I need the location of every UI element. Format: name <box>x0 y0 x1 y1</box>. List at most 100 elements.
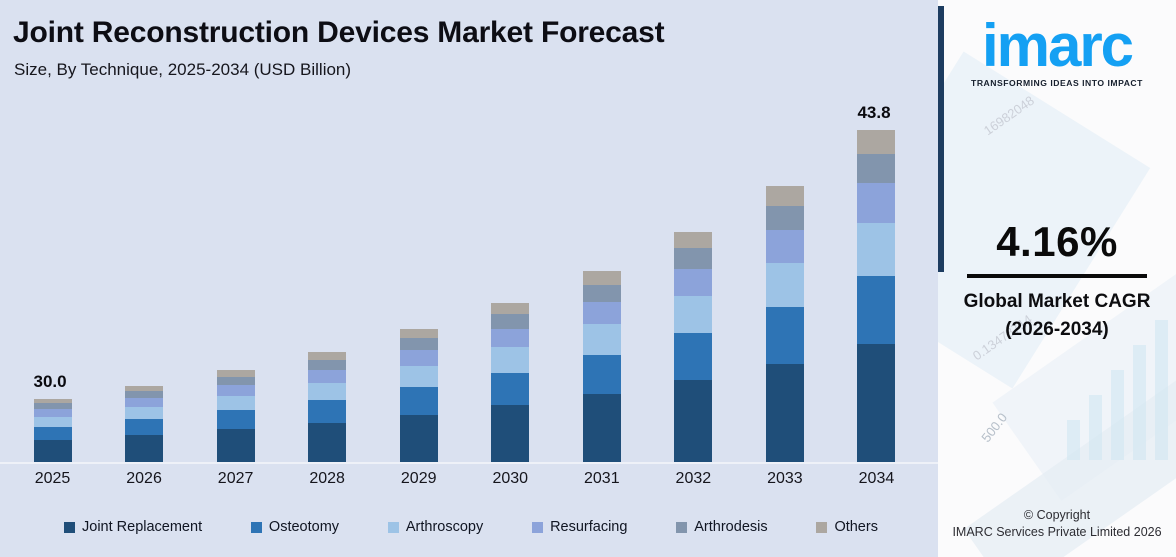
segment-arthrodesis <box>765 205 804 231</box>
segment-resurfacing <box>399 350 438 367</box>
segment-osteotomy <box>582 354 621 394</box>
divider <box>967 274 1147 278</box>
decorative-axis-number: 500.0 <box>978 410 1011 445</box>
x-tick-2025: 2025 <box>34 470 71 487</box>
value-label-2034: 43.8 <box>857 103 891 122</box>
x-tick-2030: 2030 <box>492 470 529 487</box>
x-tick-2028: 2028 <box>309 470 345 487</box>
segment-others <box>765 186 804 206</box>
segment-arthrodesis <box>125 391 164 399</box>
cagr-value: 4.16% <box>996 218 1118 265</box>
bar-2034 <box>857 130 896 462</box>
segment-osteotomy <box>674 332 713 381</box>
segment-osteotomy <box>765 307 804 364</box>
segment-osteotomy <box>308 400 347 423</box>
bar-2032 <box>674 232 713 462</box>
x-tick-2026: 2026 <box>126 470 162 487</box>
bar-2029 <box>399 329 438 462</box>
legend-swatch-icon <box>532 521 544 533</box>
copyright-line1: © Copyright <box>1023 508 1091 522</box>
legend-swatch-icon <box>64 521 75 533</box>
legend-swatch-icon <box>250 521 262 533</box>
segment-arthrodesis <box>674 248 713 270</box>
page-title: Joint Reconstruction Devices Market Fore… <box>13 16 665 49</box>
cagr-label-line2: (2026-2034) <box>1005 319 1109 340</box>
bar-2030 <box>491 303 530 462</box>
legend-label: Arthrodesis <box>694 519 768 535</box>
copyright: © Copyright IMARC Services Private Limit… <box>938 508 1176 539</box>
segment-others <box>33 399 72 404</box>
segment-arthroscopy <box>399 366 438 388</box>
segment-osteotomy <box>33 426 72 440</box>
segment-joint-replacement <box>582 393 621 462</box>
segment-others <box>216 370 255 377</box>
bar-2031 <box>582 271 621 462</box>
bar-2028 <box>308 352 347 462</box>
segment-joint-replacement <box>491 405 530 462</box>
segment-others <box>125 386 164 392</box>
legend-label: Resurfacing <box>550 519 628 535</box>
legend-item-others: Others <box>816 519 878 535</box>
segment-resurfacing <box>125 398 164 408</box>
segment-joint-replacement <box>216 429 255 462</box>
segment-arthrodesis <box>582 284 621 302</box>
segment-resurfacing <box>857 183 896 223</box>
legend-item-arthrodesis: Arthrodesis <box>676 519 768 535</box>
x-tick-2031: 2031 <box>584 470 620 487</box>
decorative-bar-chart <box>1067 320 1168 460</box>
segment-arthroscopy <box>491 347 530 373</box>
legend-label: Arthroscopy <box>405 519 484 535</box>
legend-item-resurfacing: Resurfacing <box>532 519 627 535</box>
segment-joint-replacement <box>857 343 896 462</box>
segment-osteotomy <box>399 387 438 415</box>
logo-tagline: TRANSFORMING IDEAS INTO IMPACT <box>971 78 1143 88</box>
chart-legend: Joint Replacement Osteotomy Arthroscopy Res… <box>64 519 878 535</box>
segment-resurfacing <box>674 269 713 297</box>
logo-wordmark: imarc <box>981 12 1134 79</box>
bar-2033 <box>765 186 804 462</box>
segment-joint-replacement <box>399 414 438 462</box>
segment-arthrodesis <box>308 359 347 370</box>
segment-resurfacing <box>33 409 72 417</box>
segment-joint-replacement <box>765 363 804 462</box>
brand-side-panel: 16982048 0.13478714 500.0 imarc TRANSFOR… <box>938 0 1176 557</box>
legend-label: Others <box>834 519 878 535</box>
segment-arthroscopy <box>33 416 72 427</box>
segment-others <box>491 303 530 315</box>
segment-others <box>582 271 621 285</box>
segment-arthroscopy <box>674 296 713 333</box>
segment-osteotomy <box>216 410 255 430</box>
segment-arthroscopy <box>216 395 255 411</box>
segment-others <box>308 352 347 360</box>
legend-swatch-icon <box>387 521 399 533</box>
legend-label: Osteotomy <box>268 519 340 535</box>
segment-others <box>674 232 713 249</box>
segment-joint-replacement <box>308 422 347 462</box>
segment-arthrodesis <box>857 153 896 184</box>
segment-arthroscopy <box>308 382 347 401</box>
imarc-logo: imarc TRANSFORMING IDEAS INTO IMPACT <box>938 10 1176 88</box>
x-tick-2033: 2033 <box>767 470 803 487</box>
segment-resurfacing <box>582 301 621 325</box>
segment-resurfacing <box>491 328 530 348</box>
chart-subtitle: Size, By Technique, 2025-2034 (USD Billi… <box>14 60 352 79</box>
legend-item-joint-replacement: Joint Replacement <box>64 519 202 535</box>
segment-arthroscopy <box>125 407 164 420</box>
legend-swatch-icon <box>816 521 828 533</box>
segment-arthrodesis <box>491 314 530 329</box>
segment-resurfacing <box>216 384 255 396</box>
legend-item-osteotomy: Osteotomy <box>250 519 340 535</box>
cagr-label-line1: Global Market CAGR <box>963 291 1151 312</box>
segment-osteotomy <box>857 275 896 344</box>
copyright-line2: IMARC Services Private Limited 2026 <box>952 525 1162 539</box>
bar-2026 <box>125 386 164 462</box>
segment-osteotomy <box>491 372 530 406</box>
segment-arthroscopy <box>857 222 896 276</box>
segment-arthrodesis <box>33 403 72 410</box>
segment-resurfacing <box>765 230 804 263</box>
bar-2027 <box>216 370 255 462</box>
chart-panel: Joint Reconstruction Devices Market Fore… <box>0 16 938 535</box>
legend-item-arthroscopy: Arthroscopy <box>387 519 484 535</box>
x-tick-2029: 2029 <box>400 470 437 487</box>
segment-resurfacing <box>308 369 347 383</box>
